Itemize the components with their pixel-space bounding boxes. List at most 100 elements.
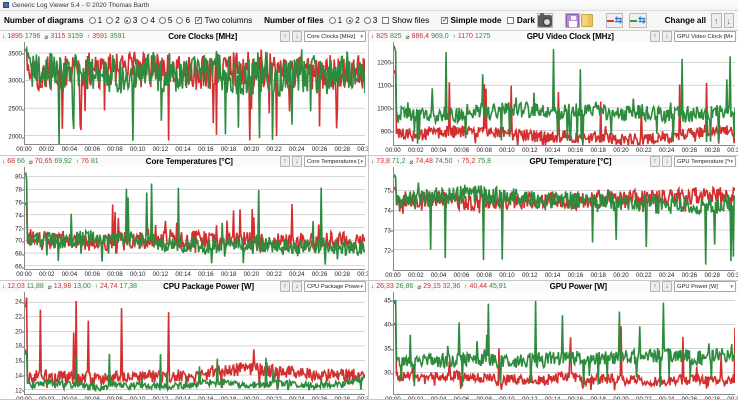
xtick-label: 00:30 [357,146,369,154]
two-columns-checkbox[interactable]: Two columns [195,16,252,25]
chart-canvas-2[interactable] [24,167,365,271]
stat-min-4: ↓ 12,03 11,88 [2,283,44,290]
file-count-option-2[interactable]: 2 [346,16,360,25]
dark-mode-checkbox[interactable]: Dark [507,16,535,25]
ytick-label: 66 [15,263,25,271]
xtick-label: 00:20 [613,271,629,279]
stat-min-red: 825 [376,33,388,41]
chart-plot-area-2: 66 68 70 72 74 76 78 80 [0,167,368,271]
chart-plot-area-5: 30 35 40 45 [369,292,738,396]
ytick-label: 68 [15,250,25,258]
checkbox-icon-checked[interactable] [195,16,202,25]
chart-metric-select-4[interactable]: CPU Package Power [W] ▾ [304,281,366,292]
export-button[interactable] [580,13,594,28]
xtick-label: 00:06 [84,396,100,400]
xtick-label: 00:08 [107,396,123,400]
option-label: 1 [97,16,103,25]
chart-down-button-2[interactable]: ↓ [292,156,302,168]
diagram-count-option-5[interactable]: 5 [158,16,172,25]
show-files-checkbox[interactable]: Show files [382,16,429,25]
change-all-down-button[interactable]: ↓ [723,13,735,28]
stat-avg-5: ⌀ 29,15 32,36 [417,283,460,291]
checkbox-icon[interactable] [382,17,390,24]
chart-down-button-1[interactable]: ↓ [662,31,672,43]
chart-up-button-2[interactable]: ↑ [280,156,290,168]
xtick-label: 00:10 [499,146,515,154]
swap-red-series-button[interactable]: ⇆ [605,13,624,28]
xtick-label: 00:00 [16,146,32,154]
radio-icon-selected[interactable] [123,17,131,24]
ytick-label: 30 [384,369,394,377]
chart-metric-select-2[interactable]: Core Temperatures [°C] ▾ [304,156,366,168]
chart-canvas-3[interactable] [393,167,735,271]
swap-green-series-button[interactable]: ⇆ [629,13,647,28]
file-count-option-1[interactable]: 1 [328,16,342,25]
checkbox-icon[interactable] [507,17,515,24]
radio-icon[interactable] [158,17,166,24]
change-all-up-button[interactable]: ↑ [711,13,722,28]
ytick-label: 73 [384,227,394,235]
xtick-label: 00:26 [311,146,328,154]
chart-down-button-5[interactable]: ↓ [662,281,672,292]
radio-icon-selected[interactable] [346,17,354,24]
chart-metric-select-3[interactable]: GPU Temperature [°C] ▾ [674,156,736,168]
radio-icon[interactable] [88,17,96,24]
xtick-label: 00:20 [243,271,260,279]
chart-metric-value-5: GPU Power [W] [677,283,718,290]
chart-canvas-1[interactable] [393,42,735,146]
chart-down-button-3[interactable]: ↓ [662,156,672,168]
diagram-count-option-2[interactable]: 2 [106,16,120,25]
stat-avg-red: 70,65 [34,158,53,166]
screenshot-button[interactable] [537,12,554,28]
xtick-label: 00:30 [727,146,738,154]
chart-down-button-0[interactable]: ↓ [292,31,302,43]
chart-plot-area-4: 12 14 16 18 20 22 24 [0,292,368,395]
chart-up-button-4[interactable]: ↑ [280,281,290,292]
chart-up-button-5[interactable]: ↑ [650,281,660,292]
xtick-label: 00:10 [129,396,146,400]
max-icon: ↑ [86,33,91,41]
chart-xaxis-2: 00:00 00:02 00:04 00:06 00:08 00:10 00:12 00:14… [16,270,368,280]
checkbox-icon-checked[interactable] [440,16,448,25]
diagram-count-option-3[interactable]: 3 [123,16,137,25]
chart-down-button-4[interactable]: ↓ [292,281,302,292]
stat-max-green: 3591 [109,33,126,41]
avg-icon: ⌀ [47,283,52,291]
save-button[interactable] [564,13,580,28]
chart-metric-select-0[interactable]: Core Clocks [MHz] ▾ [304,31,366,43]
arrow-up-icon: ↑ [283,33,287,41]
chart-header-controls-5: ↑ ↓ GPU Power [W] ▾ [650,281,736,292]
chart-up-button-1[interactable]: ↑ [650,31,660,43]
stat-avg-3: ⌀ 74,48 74,50 [410,158,453,166]
chart-yaxis-0: 2000 2500 3000 3500 [0,42,25,145]
simple-mode-checkbox[interactable]: Simple mode [440,16,501,25]
radio-icon[interactable] [141,17,149,24]
xtick-label: 00:10 [129,146,146,154]
chart-metric-select-1[interactable]: GPU Video Clock [MHz] ▾ [674,31,736,43]
radio-icon[interactable] [328,17,336,24]
stat-min-red: 68 [7,158,16,166]
diagram-count-option-1[interactable]: 1 [88,16,103,25]
stat-max-red: 40,44 [469,283,488,290]
file-count-option-3[interactable]: 3 [363,16,377,25]
arrow-up-icon: ↑ [283,283,287,290]
chart-canvas-0[interactable] [24,42,365,146]
chart-header-0: ↓ 1895 1796 ⌀ 3115 3159 ↑ 3591 3591 Core… [0,31,368,43]
chart-canvas-5[interactable] [393,292,735,396]
xtick-label: 00:16 [198,396,214,400]
xtick-label: 00:12 [522,146,538,154]
chart-up-button-3[interactable]: ↑ [650,156,660,168]
chart-up-button-0[interactable]: ↑ [280,31,290,43]
xtick-label: 00:02 [38,146,55,154]
xtick-label: 00:14 [544,271,561,279]
arrow-up-icon: ↑ [653,33,657,41]
diagram-count-option-4[interactable]: 4 [141,16,155,25]
radio-icon[interactable] [106,17,114,24]
radio-icon[interactable] [176,17,184,24]
radio-icon[interactable] [363,17,371,24]
save-icon [565,14,579,27]
avg-icon: ⌀ [44,33,49,41]
chart-metric-select-5[interactable]: GPU Power [W] ▾ [674,281,736,292]
diagram-count-option-6[interactable]: 6 [176,16,190,25]
chart-canvas-4[interactable] [24,292,365,395]
